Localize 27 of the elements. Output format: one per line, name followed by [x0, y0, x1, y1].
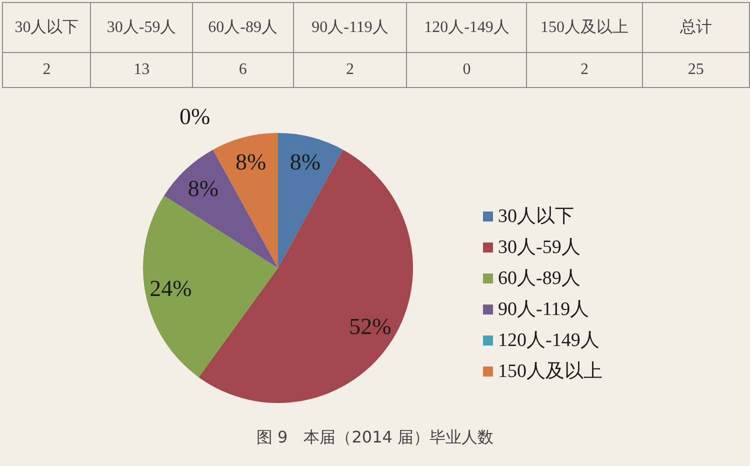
- category-label: 90人-119人: [293, 2, 407, 52]
- data-label: 2: [2, 52, 91, 88]
- category-label: 总计: [642, 2, 750, 52]
- data-label: 8%: [235, 150, 266, 175]
- data-label: 8%: [290, 150, 321, 175]
- data-label: 2: [526, 52, 642, 88]
- category-label: 120人-149人: [406, 2, 527, 52]
- data-label: 24%: [150, 276, 192, 301]
- legend-label: 150人及以上: [498, 361, 602, 382]
- data-label: 8%: [188, 176, 219, 201]
- category-label: 30人以下: [2, 2, 91, 52]
- category-label: 60人-89人: [192, 2, 294, 52]
- category-label: 150人及以上: [526, 2, 642, 52]
- data-label: 52%: [349, 314, 392, 340]
- data-label: 6: [192, 52, 294, 88]
- legend-label: 90人-119人: [498, 299, 590, 320]
- data-label: 13: [90, 52, 192, 88]
- data-label: 0: [406, 52, 527, 88]
- legend-label: 120人-149人: [498, 330, 600, 351]
- text: 0%: [179, 104, 210, 130]
- data-label: 25: [642, 52, 750, 88]
- legend-label: 30人-59人: [498, 237, 580, 258]
- legend-label: 30人以下: [498, 206, 574, 227]
- category-label: 30人-59人: [90, 2, 192, 52]
- text: 图 9 本届（2014 届）毕业人数: [256, 428, 494, 446]
- legend-label: 60人-89人: [498, 268, 580, 289]
- data-label: 2: [293, 52, 407, 88]
